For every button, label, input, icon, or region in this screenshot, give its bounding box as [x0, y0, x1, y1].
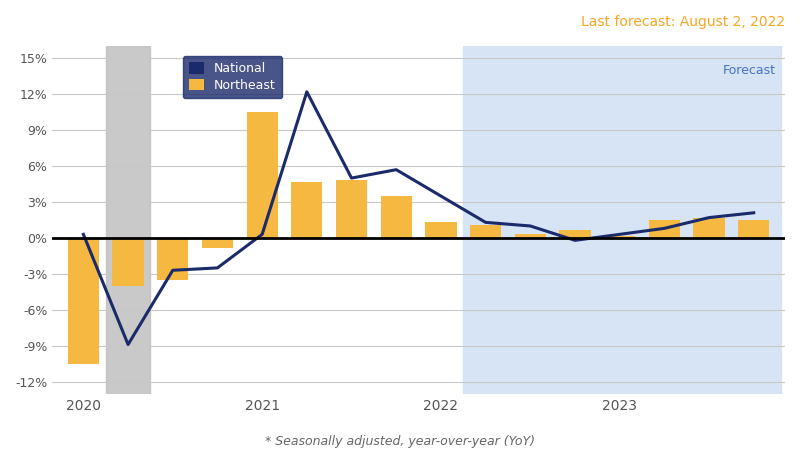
- Bar: [291, 182, 322, 238]
- Text: Forecast: Forecast: [723, 64, 776, 77]
- Bar: [559, 230, 590, 238]
- Bar: [157, 238, 189, 280]
- Text: * Seasonally adjusted, year-over-year (YoY): * Seasonally adjusted, year-over-year (Y…: [265, 436, 535, 449]
- Bar: [694, 218, 725, 238]
- Legend: National, Northeast: National, Northeast: [183, 56, 282, 98]
- Bar: [604, 235, 635, 238]
- Bar: [463, 46, 781, 394]
- Bar: [68, 238, 99, 364]
- Bar: [113, 238, 144, 286]
- Bar: [426, 222, 457, 238]
- Bar: [336, 180, 367, 238]
- Bar: [381, 196, 412, 238]
- Bar: [514, 234, 546, 238]
- Bar: [106, 46, 150, 394]
- Bar: [649, 220, 680, 238]
- Bar: [470, 225, 502, 238]
- Text: Last forecast: August 2, 2022: Last forecast: August 2, 2022: [581, 15, 785, 29]
- Bar: [246, 112, 278, 238]
- Bar: [202, 238, 233, 248]
- Bar: [738, 220, 770, 238]
